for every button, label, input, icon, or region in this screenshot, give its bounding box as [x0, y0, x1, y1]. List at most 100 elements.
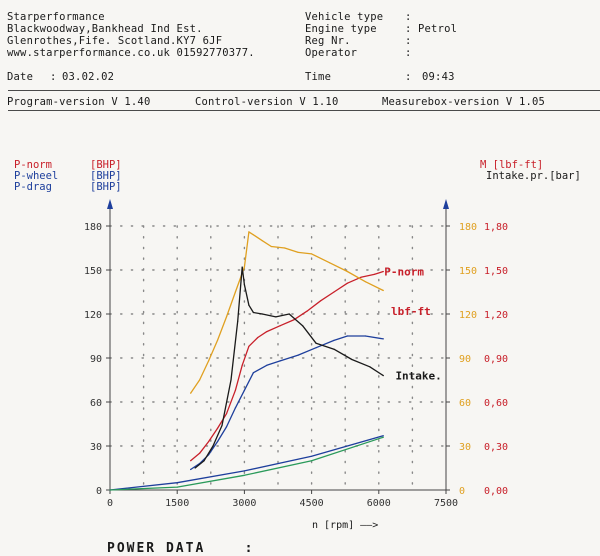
series-point-p-drag-4 — [382, 435, 384, 437]
series-point-p-norm-6 — [241, 364, 243, 366]
x-tick-label-4: 6000 — [367, 498, 391, 509]
series-point-p-wheel-5 — [234, 407, 236, 409]
x-tick-label-5: 7500 — [434, 498, 458, 509]
time-value: 09:43 — [422, 71, 455, 83]
company-address: Blackwoodway,Bankhead Ind Est. — [7, 23, 203, 35]
series-point-p-wheel-12 — [333, 339, 335, 341]
legend-p-wheel-unit: [BHP] — [90, 170, 122, 182]
series-point-intake-11 — [275, 316, 277, 318]
legend-p-drag-unit: [BHP] — [90, 181, 122, 193]
time-label: Time — [305, 71, 332, 83]
series-point-intake-10 — [261, 313, 263, 315]
y-tick-label-intake-1: 0,30 — [484, 442, 508, 453]
power-data-title: POWER DATA : — [107, 541, 255, 556]
series-point-intake-4 — [230, 379, 232, 381]
series-point-m-6 — [243, 266, 245, 268]
series-point-m-2 — [208, 360, 210, 362]
series-point-m-16 — [364, 281, 366, 283]
y-tick-label-left-3: 90 — [90, 354, 102, 365]
series-point-m-11 — [284, 247, 286, 249]
x-tick-label-1: 1500 — [165, 498, 189, 509]
y-tick-label-torque-0: 0 — [459, 486, 465, 497]
company-name: Starperformance — [7, 11, 105, 23]
series-point-intake-8 — [248, 304, 250, 306]
series-point-intake-6 — [241, 266, 243, 268]
annotation-1: lbf-ft — [391, 305, 431, 318]
series-point-p-wheel-4 — [225, 426, 228, 428]
company-city: Glenrothes,Fife. Scotland.KY7 6JF — [7, 35, 223, 47]
annotation-0: P-norm — [384, 265, 424, 278]
y-tick-label-left-6: 180 — [84, 222, 102, 233]
annotation-2: Intake. — [395, 370, 441, 383]
series-point-m-8 — [252, 234, 254, 236]
y-tick-label-torque-6: 180 — [459, 222, 477, 233]
series-point-intake-18 — [382, 375, 384, 377]
series-point-p-wheel-14 — [364, 335, 366, 337]
series-point-p-norm-4 — [225, 413, 228, 415]
y-tick-label-left-5: 150 — [84, 266, 102, 277]
y-tick-label-left-0: 0 — [96, 486, 102, 497]
series-point-green-1 — [176, 486, 178, 488]
series-point-m-5 — [234, 291, 236, 293]
series-point-m-12 — [297, 251, 299, 253]
y-tick-label-intake-3: 0,90 — [484, 354, 508, 365]
series-point-p-norm-12 — [306, 310, 308, 312]
series-point-intake-0 — [194, 467, 196, 469]
series-point-p-wheel-10 — [297, 354, 299, 356]
series-line-green — [109, 436, 384, 491]
series-point-intake-7 — [243, 284, 245, 286]
series-point-p-norm-9 — [266, 331, 268, 333]
y-tick-label-left-2: 60 — [90, 398, 102, 409]
series-point-p-norm-7 — [248, 345, 250, 347]
series-point-p-norm-0 — [190, 460, 192, 462]
engine-type-colon: : — [405, 23, 412, 35]
series-point-p-norm-3 — [216, 427, 219, 429]
legend-p-norm-unit: [BHP] — [90, 159, 122, 171]
y-tick-label-intake-2: 0,60 — [484, 398, 508, 409]
series-point-m-4 — [225, 316, 228, 318]
company-web-phone: www.starperformance.co.uk 01592770377. — [7, 47, 255, 59]
series-point-p-norm-2 — [208, 441, 210, 443]
header-rule-bottom — [8, 110, 600, 111]
operator-label: Operator — [305, 47, 358, 59]
series-point-m-14 — [328, 262, 331, 264]
y-tick-label-intake-5: 1,50 — [484, 266, 508, 277]
series-point-intake-14 — [315, 342, 317, 344]
series-point-p-wheel-15 — [382, 338, 384, 340]
series-point-m-9 — [261, 240, 263, 242]
y-tick-label-intake-6: 1,80 — [484, 222, 508, 233]
series-point-p-drag-3 — [311, 455, 313, 457]
y-tick-label-intake-0: 0,00 — [484, 486, 508, 497]
series-point-p-wheel-0 — [190, 468, 192, 471]
series-point-green-3 — [311, 460, 313, 462]
y-tick-label-torque-2: 60 — [459, 398, 471, 409]
x-tick-label-2: 3000 — [232, 498, 256, 509]
series-point-p-drag-2 — [243, 470, 245, 472]
series-point-p-norm-5 — [234, 389, 236, 391]
y-tick-label-left-1: 30 — [90, 442, 102, 453]
series-point-m-3 — [216, 339, 219, 341]
series-point-p-norm-11 — [293, 319, 295, 321]
series-point-m-7 — [248, 231, 250, 233]
series-point-intake-13 — [302, 325, 304, 327]
series-point-intake-2 — [212, 445, 214, 447]
series-point-m-1 — [199, 379, 201, 381]
y-tick-label-torque-4: 120 — [459, 310, 477, 321]
legend-p-drag: P-drag — [14, 181, 52, 193]
date-value: 03.02.02 — [62, 71, 115, 83]
program-version: Program-version V 1.40 — [7, 96, 151, 108]
series-line-p-drag — [109, 435, 384, 491]
series-point-p-norm-13 — [320, 300, 322, 302]
y-tick-label-torque-5: 150 — [459, 266, 477, 277]
y-axis-right-arrow — [443, 199, 449, 209]
series-point-m-13 — [311, 253, 313, 255]
reg-colon: : — [405, 35, 412, 47]
x-axis-label: n [rpm] ——> — [312, 520, 378, 531]
measurebox-version: Measurebox-version V 1.05 — [382, 96, 546, 108]
series-point-m-17 — [382, 289, 384, 292]
series-point-p-norm-10 — [279, 325, 281, 327]
series-point-m-10 — [270, 245, 272, 248]
series-line-p-wheel — [190, 335, 384, 471]
series-point-intake-3 — [221, 424, 223, 427]
